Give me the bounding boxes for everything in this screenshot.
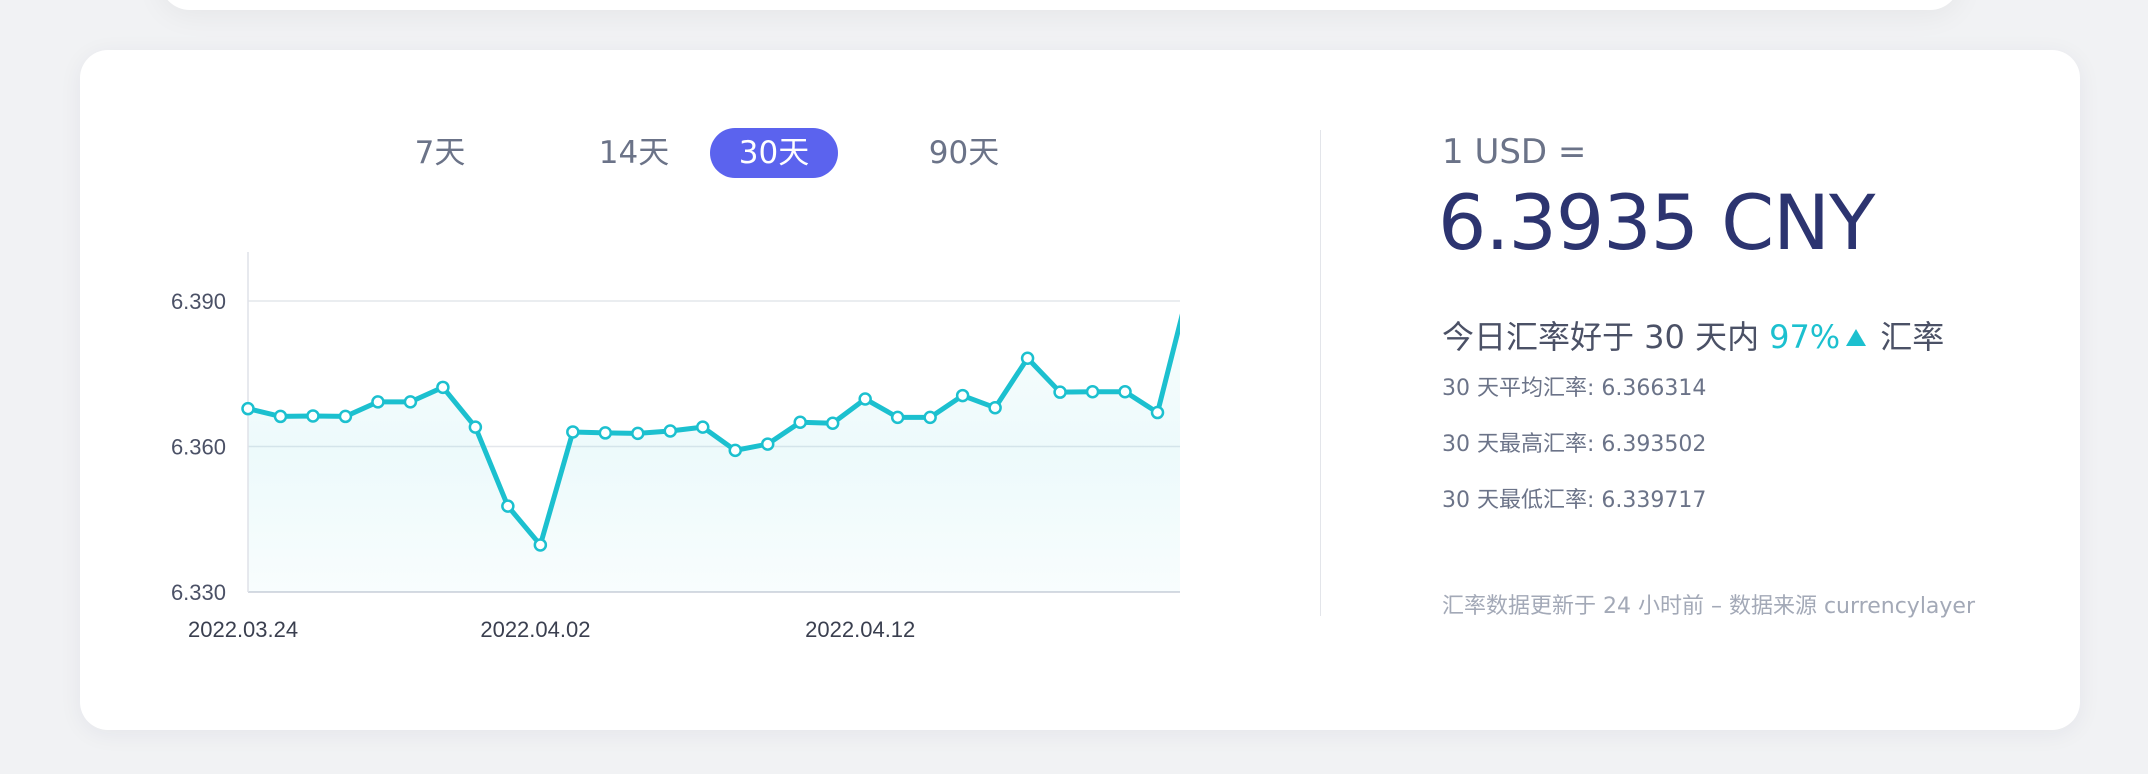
x-tick-label: 2022.04.12 — [805, 617, 915, 642]
tab-7-days[interactable]: 7天 — [414, 135, 466, 171]
data-point[interactable] — [338, 409, 353, 424]
data-point[interactable] — [1085, 384, 1100, 399]
data-point[interactable] — [663, 424, 678, 438]
lowest-rate: 30 天最低汇率: 6.339717 — [1442, 488, 1707, 513]
data-point[interactable] — [988, 400, 1002, 415]
data-point[interactable] — [501, 499, 515, 513]
data-point[interactable] — [436, 380, 450, 395]
panel-divider — [1320, 130, 1321, 616]
highest-rate: 30 天最高汇率: 6.393502 — [1442, 432, 1707, 457]
chart-points — [241, 351, 1165, 552]
y-tick-label: 6.390 — [171, 289, 226, 314]
data-point[interactable] — [1150, 405, 1165, 420]
rate-prefix: 1 USD = — [1442, 132, 1587, 172]
y-tick-labels: 6.390 6.360 6.330 — [171, 289, 226, 605]
y-tick-label: 6.360 — [171, 435, 226, 460]
comparison-tail: 汇率 — [1880, 318, 1945, 356]
data-point[interactable] — [566, 425, 580, 439]
data-point[interactable] — [825, 416, 840, 430]
data-point[interactable] — [241, 401, 255, 416]
rate-value: 6.3935 CNY — [1438, 178, 1875, 267]
data-point[interactable] — [598, 426, 613, 440]
data-point[interactable] — [273, 409, 288, 424]
chart-area — [248, 323, 1180, 592]
x-tick-labels: 2022.03.24 2022.04.02 2022.04.12 — [188, 617, 915, 642]
data-point[interactable] — [306, 409, 320, 423]
up-triangle-icon — [1846, 329, 1867, 346]
data-point[interactable] — [923, 410, 937, 425]
header-shadow-strip — [160, 0, 1960, 10]
data-point[interactable] — [1053, 385, 1067, 399]
data-point[interactable] — [793, 415, 807, 429]
data-point[interactable] — [533, 538, 548, 552]
x-tick-label: 2022.03.24 — [188, 617, 298, 642]
rate-comparison: 今日汇率好于 30 天内 97% 汇率 — [1442, 312, 1944, 358]
data-point[interactable] — [696, 420, 710, 434]
tab-30-days[interactable]: 30天 — [710, 128, 838, 178]
comparison-lead: 今日汇率好于 30 天内 — [1442, 318, 1760, 356]
data-point[interactable] — [1118, 384, 1132, 399]
data-point[interactable] — [858, 392, 872, 406]
series-area — [248, 323, 1180, 592]
data-point[interactable] — [760, 437, 775, 451]
data-point[interactable] — [955, 388, 970, 403]
data-point[interactable] — [468, 420, 483, 434]
data-point[interactable] — [890, 410, 905, 425]
data-source-note: 汇率数据更新于 24 小时前 – 数据来源 currencylayer — [1442, 594, 1976, 619]
tab-90-days[interactable]: 90天 — [928, 135, 1000, 171]
tab-14-days[interactable]: 14天 — [598, 135, 670, 171]
x-tick-label: 2022.04.02 — [480, 617, 590, 642]
data-point[interactable] — [1020, 351, 1035, 365]
average-rate: 30 天平均汇率: 6.366314 — [1442, 376, 1707, 401]
data-point[interactable] — [631, 426, 645, 441]
comparison-percent: 97% — [1769, 318, 1841, 356]
y-tick-label: 6.330 — [171, 580, 226, 605]
data-point[interactable] — [728, 443, 742, 458]
data-point[interactable] — [371, 395, 385, 409]
exchange-rate-card: 7天 14天 30天 90天 6.390 6.360 6.330 2022.03.2… — [80, 50, 2080, 730]
data-point[interactable] — [403, 395, 418, 409]
